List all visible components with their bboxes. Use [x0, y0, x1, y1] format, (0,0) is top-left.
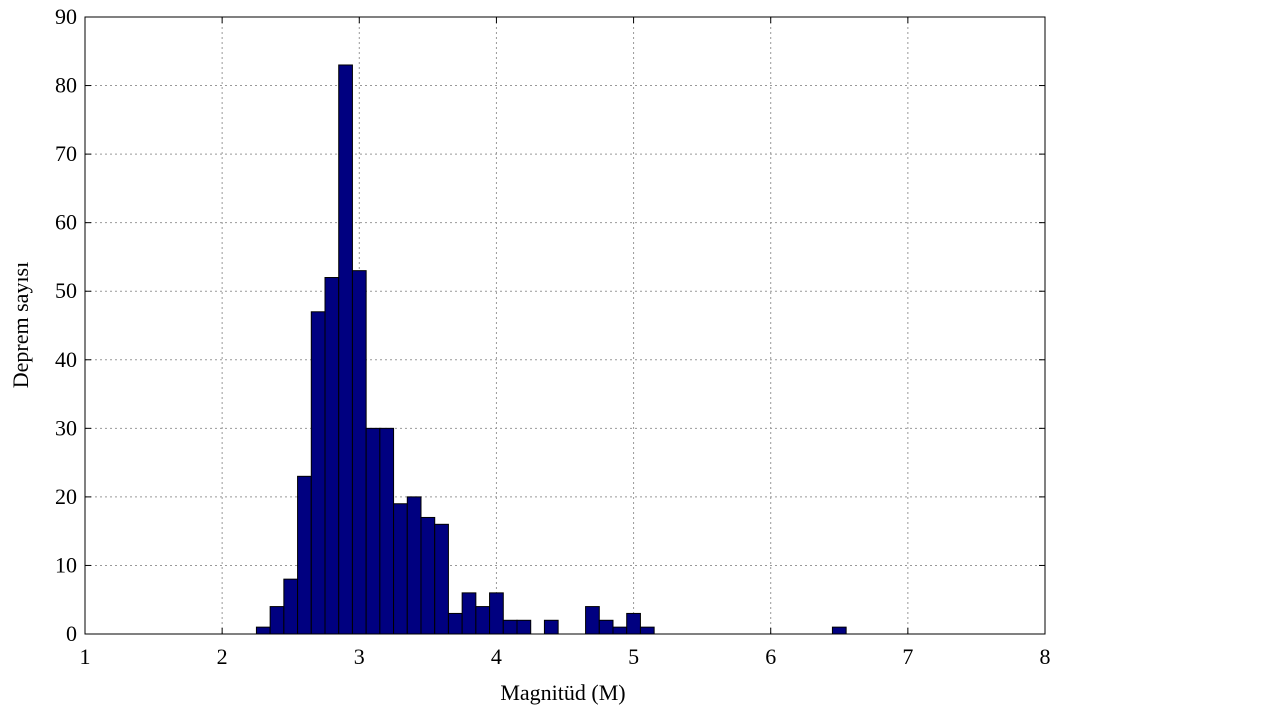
y-axis-label: Deprem sayısı: [8, 262, 33, 388]
bar: [543, 619, 559, 635]
y-tick-label: 60: [55, 210, 77, 235]
bar: [365, 427, 381, 635]
bar: [269, 606, 285, 635]
y-tick-label: 30: [55, 415, 77, 440]
bar: [310, 311, 326, 635]
x-tick-label: 3: [354, 644, 365, 669]
bar: [461, 592, 477, 635]
bar: [393, 503, 408, 635]
bar: [379, 427, 395, 635]
bar: [626, 612, 641, 635]
y-tick-label: 20: [55, 484, 77, 509]
bar: [420, 516, 436, 635]
bar: [283, 578, 299, 635]
bar: [831, 626, 847, 635]
y-tick-label: 40: [55, 347, 77, 372]
bar: [489, 592, 504, 635]
x-tick-label: 7: [902, 644, 913, 669]
x-tick-label: 8: [1040, 644, 1051, 669]
bar: [297, 475, 312, 635]
bar: [585, 606, 600, 635]
plot-frame: [84, 16, 1046, 635]
bar: [516, 619, 532, 635]
bar: [255, 626, 271, 635]
bar: [406, 496, 422, 635]
y-tick-label: 10: [55, 552, 77, 577]
bar: [612, 626, 628, 635]
y-tick-label: 80: [55, 73, 77, 98]
bar: [475, 606, 491, 635]
bar: [324, 277, 340, 635]
bar: [598, 619, 614, 635]
x-tick-label: 2: [217, 644, 228, 669]
y-tick-label: 70: [55, 141, 77, 166]
bar: [639, 626, 655, 635]
bar: [434, 523, 449, 635]
x-tick-label: 1: [80, 644, 91, 669]
x-tick-label: 6: [765, 644, 776, 669]
bar: [351, 270, 367, 635]
y-tick-label: 90: [55, 4, 77, 29]
y-tick-label: 0: [66, 621, 77, 646]
x-tick-label: 5: [628, 644, 639, 669]
x-axis-label: Magnitüd (M): [500, 680, 625, 705]
bar: [502, 619, 518, 635]
bar: [447, 612, 463, 635]
x-tick-label: 4: [491, 644, 502, 669]
bar: [338, 64, 353, 635]
y-tick-label: 50: [55, 278, 77, 303]
